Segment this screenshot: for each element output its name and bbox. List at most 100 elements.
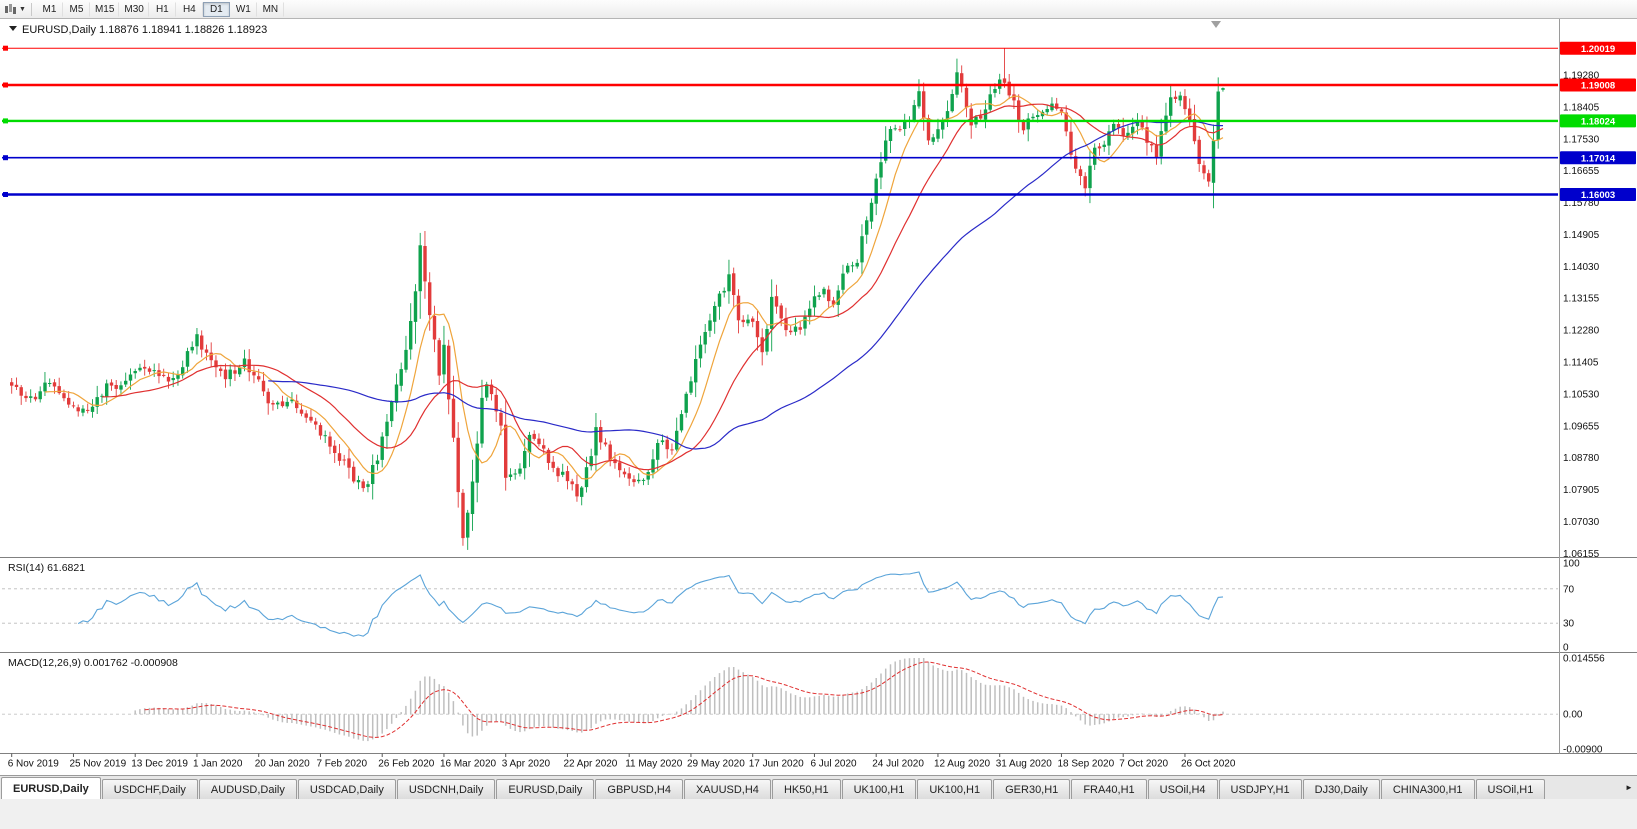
svg-text:26 Feb 2020: 26 Feb 2020 <box>378 759 435 770</box>
timeframe-button-h4[interactable]: H4 <box>176 1 203 17</box>
tab-xauusd-h4[interactable]: XAUUSD,H4 <box>683 779 771 799</box>
svg-text:100: 100 <box>1563 559 1580 570</box>
timeframe-button-h1[interactable]: H1 <box>149 1 176 17</box>
tab-ger30-h1[interactable]: GER30,H1 <box>993 779 1071 799</box>
tab-usoil-h1[interactable]: USOil,H1 <box>1475 779 1546 799</box>
svg-text:7 Feb 2020: 7 Feb 2020 <box>316 759 367 770</box>
svg-text:1.06155: 1.06155 <box>1563 549 1600 560</box>
svg-text:1.14030: 1.14030 <box>1563 262 1600 273</box>
tab-scroll-right-button[interactable]: ► <box>1625 782 1633 792</box>
panel-separators <box>0 19 1637 754</box>
moving-average-lines <box>44 95 1224 480</box>
chart-shift-marker[interactable] <box>1211 21 1221 28</box>
svg-text:20 Jan 2020: 20 Jan 2020 <box>255 759 310 770</box>
macd-label: MACD(12,26,9) 0.001762 -0.000908 <box>8 657 178 669</box>
rsi-label: RSI(14) 61.6821 <box>8 562 85 574</box>
svg-text:6 Jul 2020: 6 Jul 2020 <box>810 759 857 770</box>
tab-fra40-h1[interactable]: FRA40,H1 <box>1071 779 1147 799</box>
svg-text:1.13155: 1.13155 <box>1563 294 1600 305</box>
svg-text:17 Jun 2020: 17 Jun 2020 <box>749 759 804 770</box>
tab-usoil-h4[interactable]: USOil,H4 <box>1147 779 1218 799</box>
chevron-down-icon[interactable]: ▼ <box>19 5 26 13</box>
candlestick-series[interactable] <box>10 48 1225 550</box>
timeframe-toolbar: ▼ M1 M5 M15 M30 H1 H4 D1 W1 MN <box>0 0 1637 19</box>
price-badge-1.19008 <box>1560 78 1636 92</box>
chart-periods-icon[interactable] <box>3 3 18 16</box>
hline-handle-1.20019[interactable] <box>3 45 8 51</box>
price-badge-1.16003 <box>1560 188 1636 201</box>
price-badges: 1.20019 1.19008 1.18024 1.17014 1.16003 <box>1560 41 1636 201</box>
svg-text:24 Jul 2020: 24 Jul 2020 <box>872 759 924 770</box>
svg-text:1.08780: 1.08780 <box>1563 453 1600 464</box>
svg-text:3 Apr 2020: 3 Apr 2020 <box>502 759 551 770</box>
chart-tab-bar: EURUSD,Daily USDCHF,Daily AUDUSD,Daily USDC… <box>0 775 1637 799</box>
rsi-panel[interactable]: 100 70 30 0 <box>2 559 1580 654</box>
hline-handle-1.16003[interactable] <box>3 192 8 197</box>
svg-text:26 Oct 2020: 26 Oct 2020 <box>1181 759 1236 770</box>
tab-hk50-h1[interactable]: HK50,H1 <box>771 779 841 799</box>
toolbar-separator <box>30 2 32 16</box>
svg-text:25 Nov 2019: 25 Nov 2019 <box>69 759 126 770</box>
hline-handle-1.19008[interactable] <box>3 82 8 88</box>
svg-text:29 May 2020: 29 May 2020 <box>687 759 745 770</box>
svg-text:18 Sep 2020: 18 Sep 2020 <box>1057 759 1114 770</box>
tab-uk100-h1[interactable]: UK100,H1 <box>917 779 993 799</box>
tab-dj30-daily[interactable]: DJ30,Daily <box>1302 779 1380 799</box>
svg-text:1.15780: 1.15780 <box>1563 198 1600 209</box>
svg-text:13 Dec 2019: 13 Dec 2019 <box>131 759 188 770</box>
svg-text:16 Mar 2020: 16 Mar 2020 <box>440 759 497 770</box>
svg-text:1.18405: 1.18405 <box>1563 103 1600 114</box>
svg-text:-0.00900: -0.00900 <box>1563 745 1603 756</box>
svg-text:1.20019: 1.20019 <box>1581 44 1615 55</box>
tab-eurusd-daily[interactable]: EURUSD,Daily <box>1 777 101 799</box>
svg-text:6 Nov 2019: 6 Nov 2019 <box>8 759 60 770</box>
window-filler <box>0 799 1637 829</box>
svg-text:1.12280: 1.12280 <box>1563 326 1600 337</box>
tab-eurusd-daily[interactable]: EURUSD,Daily <box>496 779 595 799</box>
macd-panel[interactable]: 0.014556 0.00 -0.00900 <box>2 654 1605 756</box>
tab-china300-h1[interactable]: CHINA300,H1 <box>1380 779 1475 799</box>
svg-text:0.00: 0.00 <box>1563 710 1583 721</box>
candlestick-chart-icon <box>5 3 16 14</box>
svg-text:1.16655: 1.16655 <box>1563 166 1600 177</box>
horizontal-lines[interactable] <box>2 45 1558 197</box>
price-axis[interactable]: 1.19280 1.18405 1.17530 1.16655 1.15780 1.149… <box>1563 71 1600 560</box>
tab-uk100-h1[interactable]: UK100,H1 <box>841 779 917 799</box>
hline-handle-1.18024[interactable] <box>3 118 8 124</box>
svg-text:70: 70 <box>1563 584 1575 595</box>
svg-text:1.14905: 1.14905 <box>1563 230 1600 241</box>
svg-text:0: 0 <box>1563 643 1569 654</box>
timeframe-button-m30[interactable]: M30 <box>119 1 149 17</box>
tab-usdcnh-daily[interactable]: USDCNH,Daily <box>396 779 496 799</box>
svg-text:30: 30 <box>1563 619 1575 630</box>
svg-text:1.19008: 1.19008 <box>1581 81 1615 92</box>
price-badge-1.17014 <box>1560 151 1636 165</box>
timeframe-button-w1[interactable]: W1 <box>230 1 257 17</box>
svg-text:1.07030: 1.07030 <box>1563 517 1600 528</box>
tab-gbpusd-h4[interactable]: GBPUSD,H4 <box>595 779 683 799</box>
price-badge-1.20019 <box>1560 41 1636 55</box>
svg-text:31 Aug 2020: 31 Aug 2020 <box>996 759 1053 770</box>
svg-text:11 May 2020: 11 May 2020 <box>625 759 683 770</box>
tab-usdchf-daily[interactable]: USDCHF,Daily <box>101 779 198 799</box>
svg-text:12 Aug 2020: 12 Aug 2020 <box>934 759 991 770</box>
time-axis[interactable]: 6 Nov 2019 25 Nov 2019 13 Dec 2019 1 Jan 20… <box>8 753 1236 770</box>
tab-audusd-daily[interactable]: AUDUSD,Daily <box>198 779 297 799</box>
header-collapse-icon[interactable] <box>9 26 17 31</box>
tab-usdjpy-h1[interactable]: USDJPY,H1 <box>1218 779 1302 799</box>
timeframe-button-m1[interactable]: M1 <box>36 1 63 17</box>
svg-text:1.19280: 1.19280 <box>1563 71 1600 82</box>
svg-text:1.07905: 1.07905 <box>1563 485 1600 496</box>
timeframe-button-m15[interactable]: M15 <box>90 1 120 17</box>
svg-text:1.09655: 1.09655 <box>1563 421 1600 432</box>
timeframe-button-mn[interactable]: MN <box>257 1 284 17</box>
svg-text:1 Jan 2020: 1 Jan 2020 <box>193 759 243 770</box>
timeframe-button-m5[interactable]: M5 <box>63 1 90 17</box>
tab-usdcad-daily[interactable]: USDCAD,Daily <box>297 779 396 799</box>
timeframe-button-d1[interactable]: D1 <box>202 1 230 17</box>
svg-text:7 Oct 2020: 7 Oct 2020 <box>1119 759 1168 770</box>
hline-handle-1.17014[interactable] <box>3 155 8 161</box>
svg-text:1.11405: 1.11405 <box>1563 358 1599 369</box>
